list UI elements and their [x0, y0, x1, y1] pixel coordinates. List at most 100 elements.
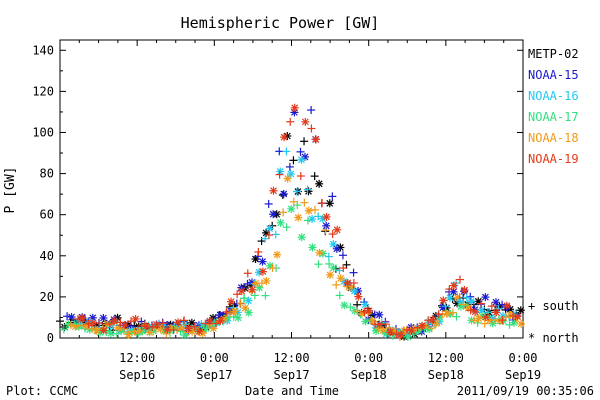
data-point-south: [462, 293, 471, 302]
data-point-north: [71, 322, 80, 331]
data-point-north: [297, 155, 306, 164]
x-tick-date: Sep19: [505, 368, 541, 382]
data-point-north: [449, 287, 458, 296]
data-point-north: [311, 135, 320, 144]
data-point-north: [276, 218, 285, 227]
x-tick-time: 12:00: [119, 351, 155, 365]
data-point-north: [241, 304, 250, 313]
data-point-north: [453, 293, 462, 302]
data-point-south: [498, 316, 507, 325]
data-point-south: [158, 319, 167, 328]
data-point-north: [428, 315, 437, 324]
data-point-south: [282, 223, 291, 232]
data-point-north: [329, 240, 338, 249]
data-point-north: [265, 224, 274, 233]
data-point-south: [190, 322, 199, 331]
data-point-south: [325, 259, 334, 268]
data-point-south: [487, 302, 496, 311]
data-point-south: [233, 290, 242, 299]
data-point-south: [314, 260, 323, 269]
data-point-south: [328, 230, 337, 239]
data-point-south: [112, 329, 121, 338]
data-point-south: [261, 234, 270, 243]
data-point-south: [324, 252, 333, 261]
data-point-north: [354, 292, 363, 301]
data-point-north: [198, 329, 207, 338]
data-point-south: [346, 302, 355, 311]
data-point-south: [74, 314, 83, 323]
data-point-north: [474, 314, 483, 323]
x-tick-date: Sep16: [119, 368, 155, 382]
data-point-south: [434, 310, 443, 319]
x-axis-label: Date and Time: [245, 384, 339, 398]
data-point-south: [300, 137, 309, 146]
data-point-south: [307, 106, 316, 115]
data-point-north: [269, 186, 278, 195]
legend-entry: NOAA-15: [528, 68, 579, 82]
data-point-south: [63, 312, 72, 321]
data-point-south: [275, 170, 284, 179]
data-point-south: [452, 312, 461, 321]
data-point-north: [403, 332, 412, 341]
data-point-north: [195, 327, 204, 336]
data-point-south: [240, 294, 249, 303]
data-point-north: [67, 313, 76, 322]
data-point-south: [303, 216, 312, 225]
data-point-north: [269, 210, 278, 219]
legend-entry: NOAA-17: [528, 110, 579, 124]
data-point-south: [424, 316, 433, 325]
data-point-south: [381, 320, 390, 329]
data-point-north: [471, 307, 480, 316]
data-point-north: [379, 326, 388, 335]
data-point-north: [279, 189, 288, 198]
data-point-south: [243, 269, 252, 278]
x-tick-date: Sep18: [428, 368, 464, 382]
data-point-south: [338, 251, 347, 260]
data-point-north: [396, 330, 405, 339]
data-point-north: [439, 296, 448, 305]
data-point-north: [492, 308, 501, 317]
data-point-south: [448, 308, 457, 317]
data-point-north: [460, 286, 469, 295]
legend-entry: NOAA-18: [528, 131, 579, 145]
data-point-north: [287, 204, 296, 213]
data-point-north: [340, 301, 349, 310]
data-point-south: [292, 187, 301, 196]
data-point-south: [455, 275, 464, 284]
y-tick-label: 60: [40, 208, 54, 222]
data-point-south: [264, 231, 273, 240]
y-tick-label: 120: [32, 84, 54, 98]
data-point-north: [184, 324, 193, 333]
data-point-south: [268, 264, 277, 273]
data-point-north: [364, 306, 373, 315]
x-tick-date: Sep17: [196, 368, 232, 382]
data-point-south: [59, 325, 68, 334]
plot-credit: Plot: CCMC: [6, 384, 78, 398]
x-tick-time: 0:00: [200, 351, 229, 365]
data-point-south: [289, 156, 298, 165]
data-point-north: [336, 243, 345, 252]
data-point-south: [307, 124, 316, 133]
x-tick-time: 12:00: [273, 351, 309, 365]
data-point-north: [89, 318, 98, 327]
data-point-south: [289, 197, 298, 206]
data-point-north: [517, 319, 526, 328]
data-point-north: [418, 321, 427, 330]
data-point-south: [300, 198, 309, 207]
data-point-north: [286, 169, 295, 178]
data-point-north: [361, 300, 370, 309]
data-point-north: [280, 133, 289, 142]
data-point-north: [329, 263, 338, 272]
data-point-south: [254, 247, 263, 256]
marker-legend-entry: * north: [528, 331, 579, 345]
data-point-north: [230, 307, 239, 316]
data-point-north: [297, 233, 306, 242]
y-tick-label: 100: [32, 125, 54, 139]
data-point-south: [328, 192, 337, 201]
data-point-north: [322, 212, 331, 221]
data-point-south: [282, 147, 291, 156]
data-point-south: [332, 280, 341, 289]
data-point-north: [516, 306, 525, 315]
data-point-north: [446, 293, 455, 302]
